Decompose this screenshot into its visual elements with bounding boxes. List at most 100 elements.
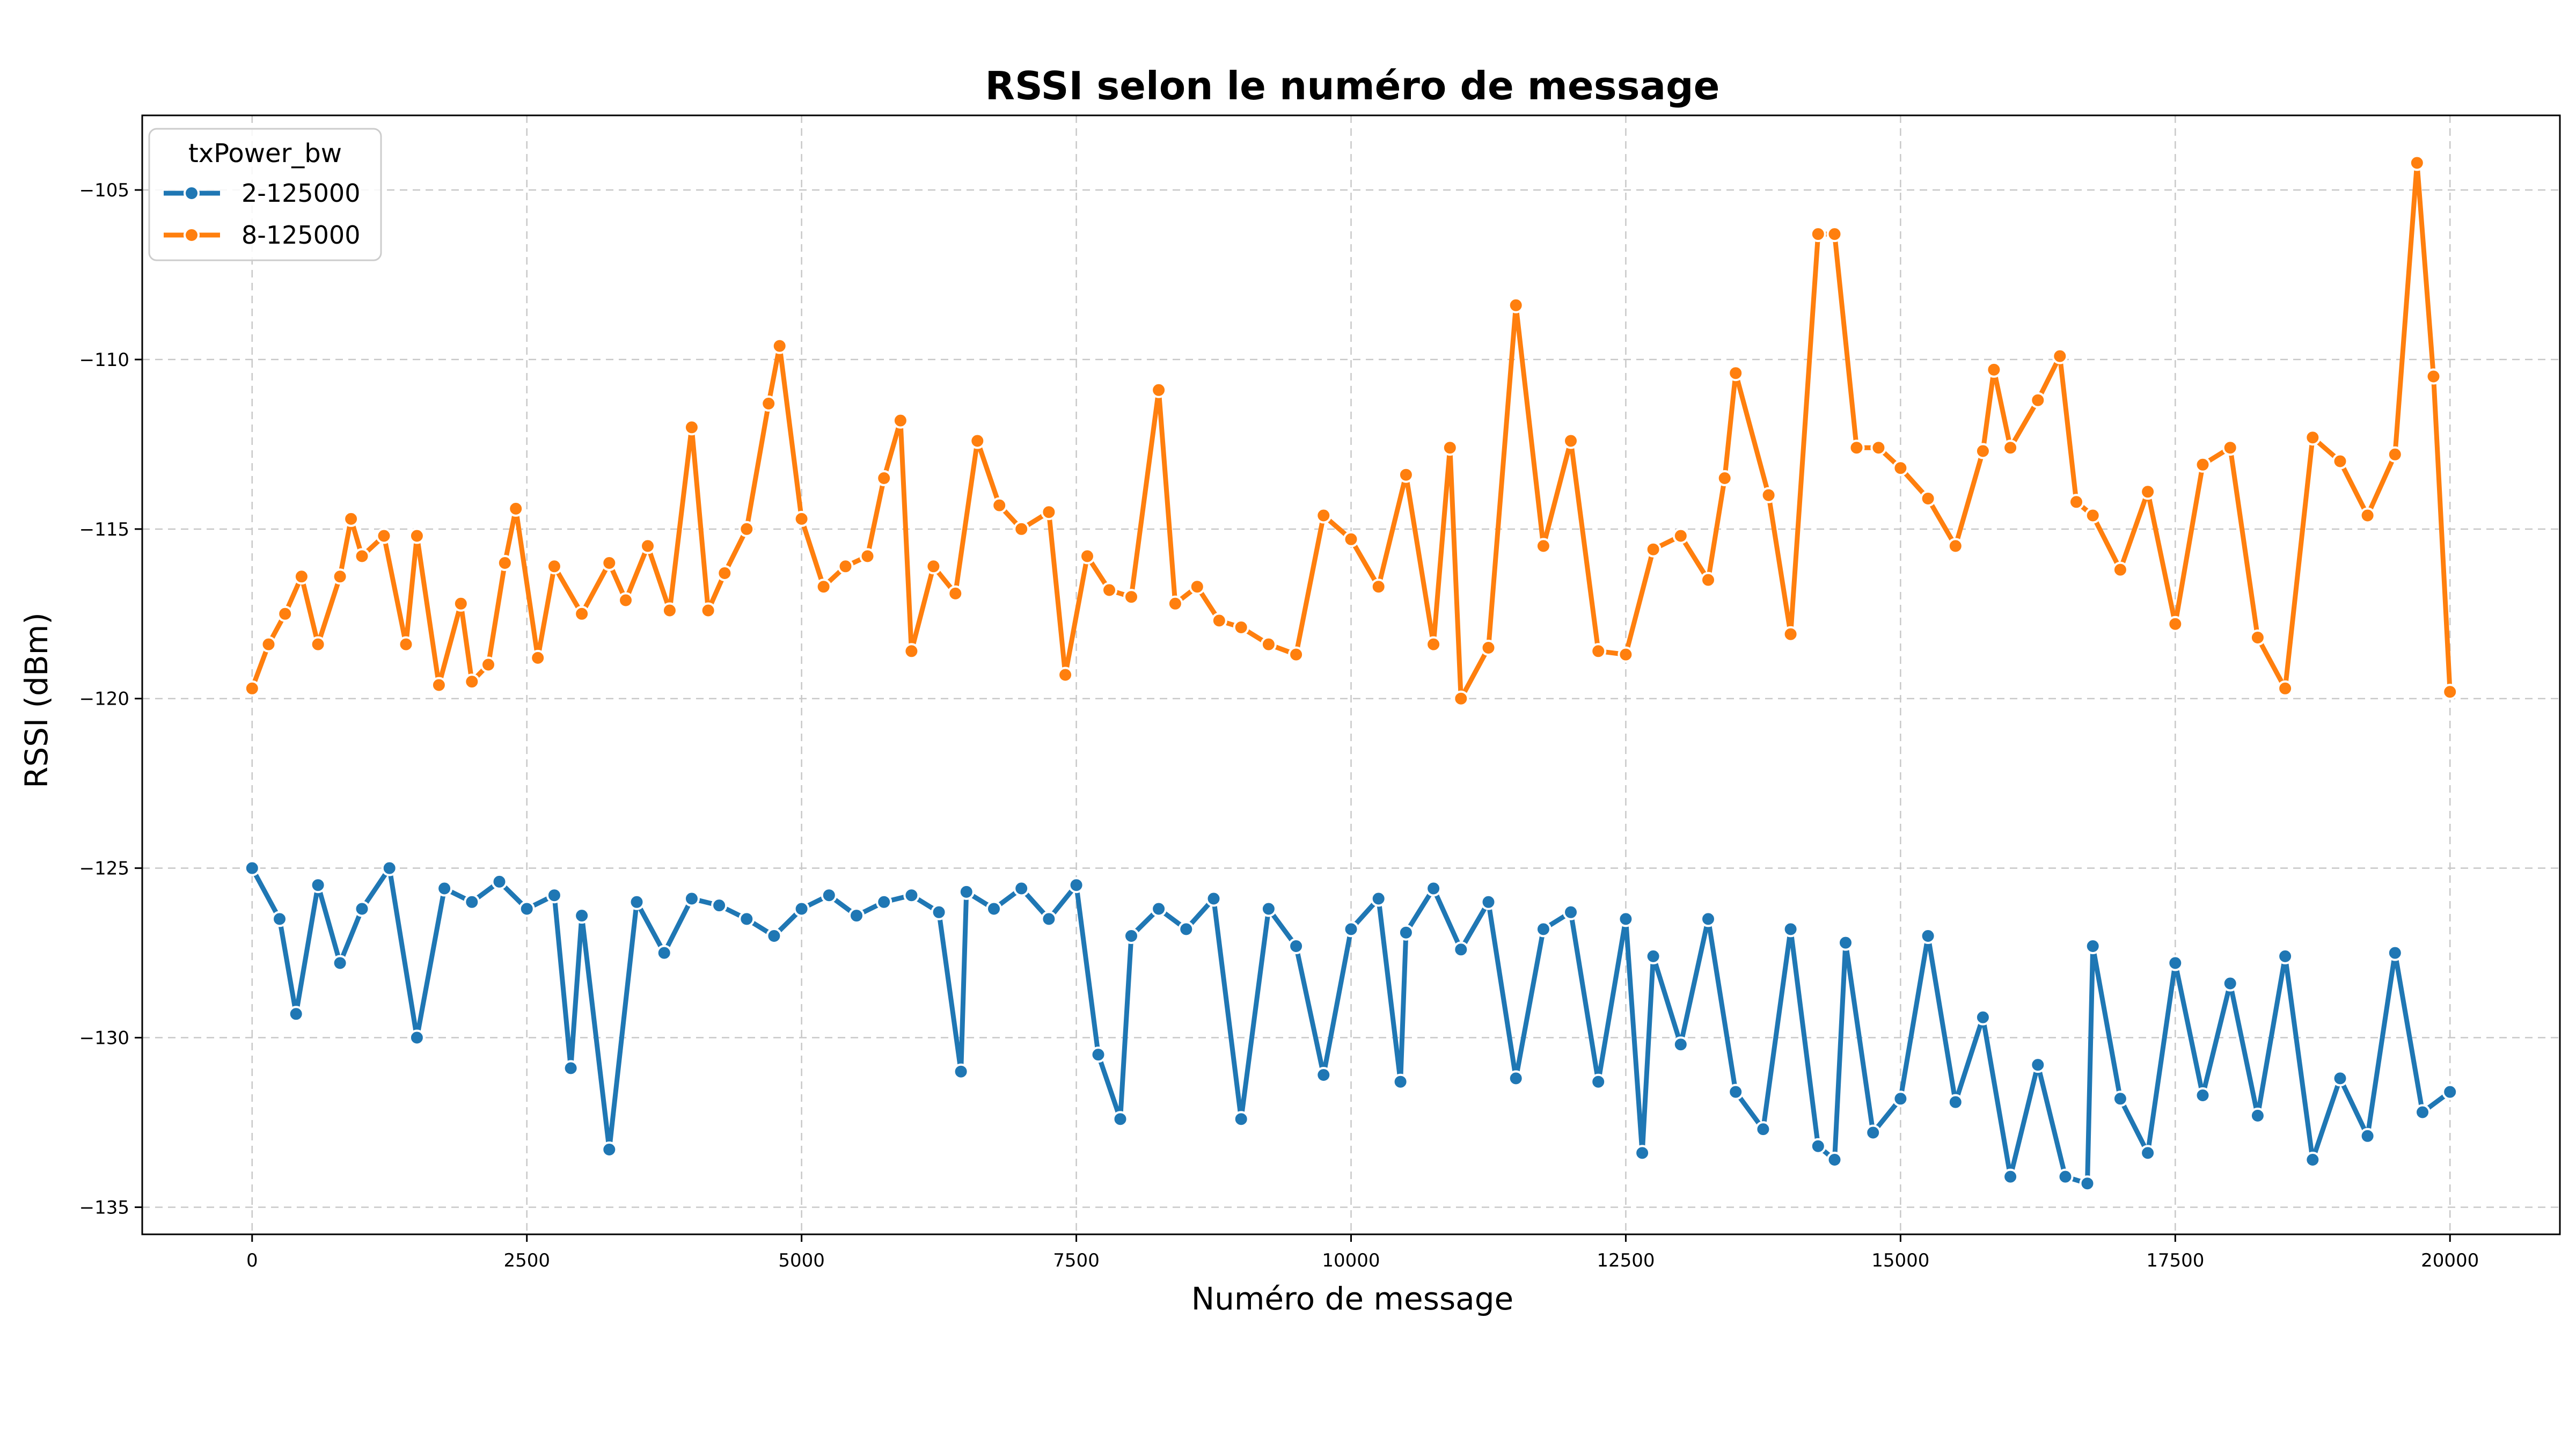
data-point xyxy=(381,860,398,876)
data-point xyxy=(546,558,562,575)
data-point xyxy=(1453,690,1469,707)
series-2-125000 xyxy=(244,860,2458,1192)
data-point xyxy=(1700,572,1716,588)
data-point xyxy=(518,901,535,917)
data-point xyxy=(332,568,348,585)
data-point xyxy=(1205,890,1222,907)
data-point xyxy=(496,555,513,571)
data-point xyxy=(1892,1091,1909,1107)
data-point xyxy=(1167,595,1183,612)
y-tick-label: −120 xyxy=(79,689,129,710)
data-point xyxy=(2084,507,2101,524)
data-point xyxy=(1392,1073,1409,1090)
data-point xyxy=(1672,1036,1689,1053)
data-point xyxy=(2442,684,2458,700)
data-point xyxy=(310,877,326,894)
data-point xyxy=(1288,646,1305,663)
data-point xyxy=(1645,541,1662,558)
data-point xyxy=(1947,1094,1964,1110)
data-point xyxy=(1728,1084,1744,1100)
y-tick-label: −125 xyxy=(79,858,129,880)
data-point xyxy=(1920,928,1936,944)
data-point xyxy=(354,548,370,565)
data-point xyxy=(2304,1152,2321,1168)
data-point xyxy=(793,901,810,917)
data-point xyxy=(958,883,975,900)
data-point xyxy=(1760,487,1777,503)
data-point xyxy=(1343,921,1359,938)
data-point xyxy=(244,860,260,876)
data-point xyxy=(1645,948,1662,964)
chart-title: RSSI selon le numéro de message xyxy=(985,63,1720,108)
data-point xyxy=(491,873,508,890)
series-8-125000 xyxy=(244,155,2458,707)
data-point xyxy=(1453,941,1469,958)
data-point xyxy=(464,674,480,690)
data-point xyxy=(683,890,700,907)
legend-title: txPower_bw xyxy=(188,138,342,169)
data-point xyxy=(1810,1138,1826,1154)
data-point xyxy=(1986,361,2002,378)
data-point xyxy=(2277,680,2294,697)
data-point xyxy=(574,908,590,924)
data-point xyxy=(1782,921,1799,938)
data-point xyxy=(876,894,892,910)
data-point xyxy=(1068,877,1085,894)
data-point xyxy=(892,412,909,429)
data-point xyxy=(2002,440,2019,456)
data-point xyxy=(546,887,562,904)
data-point xyxy=(1260,901,1277,917)
data-point xyxy=(1590,1073,1607,1090)
legend: txPower_bw 2-125000 8-125000 xyxy=(148,128,382,261)
data-point xyxy=(293,568,310,585)
data-point xyxy=(848,908,865,924)
data-point xyxy=(2194,1087,2211,1103)
data-point xyxy=(310,636,326,653)
data-point xyxy=(376,528,392,544)
data-point xyxy=(815,579,832,595)
x-tick-label: 7500 xyxy=(1053,1250,1100,1271)
data-point xyxy=(991,497,1008,514)
y-tick-label: −115 xyxy=(79,519,129,540)
data-point xyxy=(1716,470,1733,486)
data-point xyxy=(2359,1128,2376,1144)
data-point xyxy=(1151,382,1167,398)
data-point xyxy=(562,1060,579,1077)
data-point xyxy=(2140,1145,2156,1161)
data-point xyxy=(1397,466,1414,483)
data-point xyxy=(1315,1067,1332,1083)
data-point xyxy=(1233,1111,1249,1128)
x-axis-label: Numéro de message xyxy=(1191,1280,1513,1317)
data-point xyxy=(925,558,942,575)
data-point xyxy=(2222,440,2238,456)
data-point xyxy=(1728,365,1744,382)
data-point xyxy=(2079,1175,2096,1192)
data-point xyxy=(2140,484,2156,500)
data-point xyxy=(1041,504,1057,521)
x-tick-label: 5000 xyxy=(778,1250,825,1271)
data-point xyxy=(436,880,453,897)
y-tick-label: −110 xyxy=(79,349,129,371)
data-point xyxy=(244,680,260,697)
axis-layer: 0 2500 5000 7500 10000 12500 15000 17500 20000 −1… xyxy=(79,180,2479,1271)
data-point xyxy=(272,911,288,927)
data-point xyxy=(700,602,716,619)
data-point xyxy=(793,510,810,527)
data-point xyxy=(656,945,672,961)
data-point xyxy=(508,500,524,517)
data-point xyxy=(2167,616,2184,632)
data-point xyxy=(1848,440,1865,456)
data-point xyxy=(1947,538,1964,554)
data-point xyxy=(1189,579,1205,595)
legend-label: 2-125000 xyxy=(241,179,360,208)
data-point xyxy=(2387,945,2403,961)
data-point xyxy=(1563,904,1579,920)
data-point xyxy=(2167,955,2184,971)
data-point xyxy=(1101,582,1117,598)
data-point xyxy=(738,521,755,537)
data-point xyxy=(1425,636,1442,653)
legend-box xyxy=(148,128,382,261)
data-point xyxy=(260,636,277,653)
data-point xyxy=(1480,640,1497,656)
